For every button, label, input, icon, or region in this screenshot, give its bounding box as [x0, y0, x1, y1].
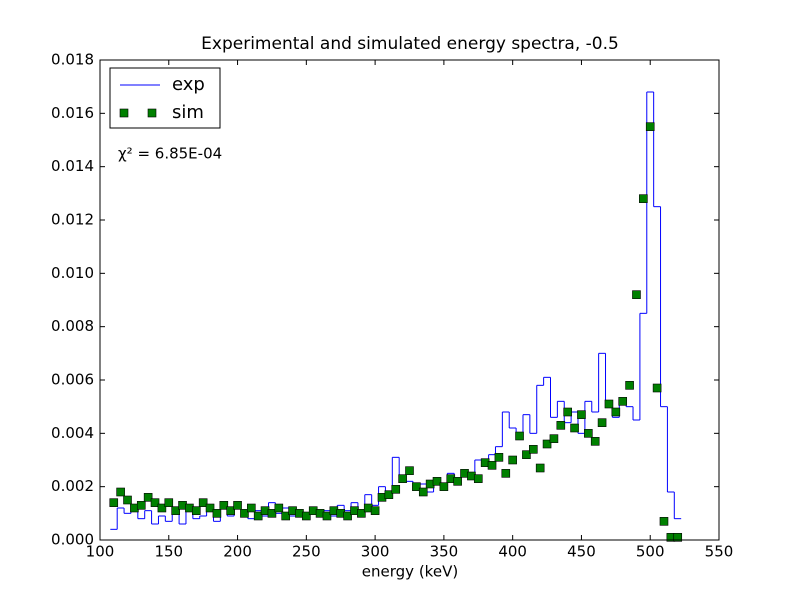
- legend-swatch: [147, 108, 157, 118]
- marker: [212, 509, 222, 518]
- y-tick-label: 0.014: [51, 157, 94, 175]
- marker: [473, 474, 483, 483]
- y-tick-label: 0.006: [51, 371, 94, 389]
- marker: [219, 501, 229, 510]
- marker: [322, 511, 332, 521]
- x-tick-label: 200: [223, 543, 252, 561]
- marker: [652, 383, 662, 393]
- x-tick-label: 300: [361, 543, 390, 561]
- annotation: χ² = 6.85E-04: [118, 145, 222, 163]
- marker: [164, 498, 174, 507]
- marker: [391, 485, 401, 494]
- chart-title: Experimental and simulated energy spectr…: [201, 34, 619, 54]
- marker: [157, 503, 167, 513]
- marker: [357, 509, 366, 518]
- x-tick-label: 450: [567, 543, 596, 561]
- marker: [116, 487, 125, 497]
- marker: [501, 469, 511, 478]
- marker: [632, 290, 641, 299]
- y-tick-label: 0.002: [51, 477, 94, 495]
- marker: [171, 506, 180, 515]
- marker: [343, 511, 352, 521]
- marker: [673, 533, 683, 542]
- marker: [398, 474, 407, 483]
- marker: [639, 194, 648, 203]
- marker: [439, 482, 449, 491]
- marker: [556, 421, 566, 430]
- marker: [508, 455, 517, 465]
- marker: [412, 482, 421, 491]
- marker: [570, 423, 579, 433]
- marker: [494, 453, 504, 462]
- y-tick-label: 0.008: [51, 317, 94, 335]
- marker: [191, 506, 201, 515]
- marker: [302, 511, 311, 521]
- x-tick-label: 150: [154, 543, 183, 561]
- marker: [226, 506, 235, 515]
- marker: [618, 397, 628, 406]
- marker: [253, 511, 263, 521]
- marker: [549, 434, 559, 443]
- marker: [487, 461, 497, 470]
- y-tick-label: 0.000: [51, 531, 94, 549]
- marker: [584, 429, 593, 438]
- y-tick-label: 0.004: [51, 424, 94, 442]
- marker: [109, 498, 119, 507]
- marker: [625, 381, 634, 390]
- x-tick-label: 100: [86, 543, 115, 561]
- legend-label: exp: [172, 74, 205, 95]
- marker: [143, 493, 153, 502]
- x-tick-label: 350: [430, 543, 459, 561]
- x-axis-label: energy (keV): [362, 563, 458, 581]
- marker: [123, 495, 132, 505]
- marker: [136, 501, 146, 510]
- marker: [233, 501, 242, 510]
- x-tick-label: 400: [498, 543, 527, 561]
- marker: [150, 498, 160, 507]
- x-tick-label: 500: [636, 543, 665, 561]
- marker: [205, 503, 215, 513]
- marker: [542, 439, 552, 449]
- legend-label: sim: [172, 102, 204, 123]
- y-tick-label: 0.016: [51, 104, 94, 122]
- marker: [522, 450, 531, 459]
- marker: [590, 437, 600, 446]
- y-tick-label: 0.012: [51, 211, 94, 229]
- marker: [604, 399, 614, 409]
- x-tick-label: 550: [705, 543, 734, 561]
- marker: [240, 509, 249, 518]
- marker: [577, 410, 586, 419]
- marker: [453, 477, 462, 486]
- marker: [198, 498, 208, 507]
- marker: [528, 445, 538, 454]
- marker: [597, 418, 607, 427]
- x-tick-label: 250: [292, 543, 321, 561]
- marker: [384, 490, 394, 499]
- marker: [247, 503, 256, 513]
- marker: [370, 506, 380, 515]
- y-tick-label: 0.010: [51, 264, 94, 282]
- marker: [274, 503, 284, 513]
- marker: [515, 431, 524, 441]
- y-tick-label: 0.018: [51, 51, 94, 69]
- marker: [405, 466, 414, 475]
- marker: [659, 517, 669, 526]
- marker: [611, 407, 621, 417]
- marker: [432, 477, 442, 486]
- plot-frame: [99, 59, 720, 541]
- marker: [645, 122, 655, 131]
- marker: [535, 463, 545, 473]
- legend-box: [109, 67, 221, 129]
- marker: [563, 407, 572, 417]
- marker: [281, 511, 291, 521]
- marker: [267, 509, 277, 518]
- marker: [418, 487, 428, 497]
- legend-swatch: [119, 108, 129, 118]
